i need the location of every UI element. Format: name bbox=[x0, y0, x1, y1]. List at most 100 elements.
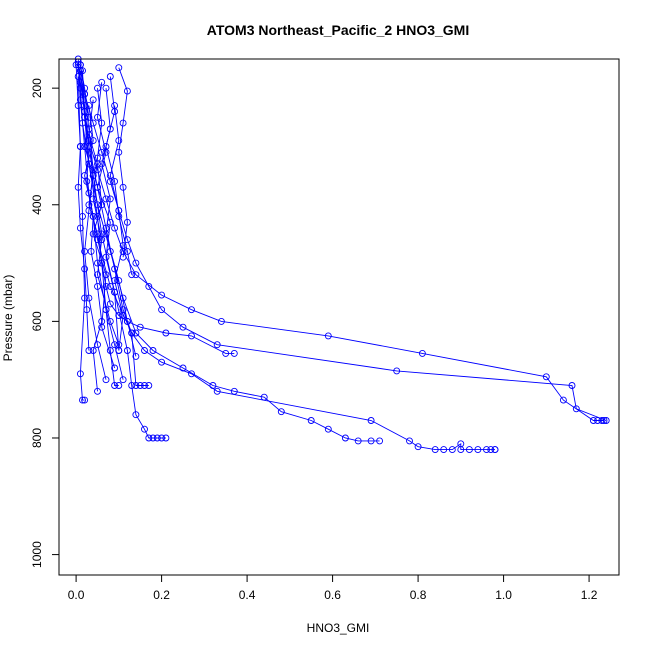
data-point bbox=[81, 294, 89, 302]
series-16 bbox=[72, 61, 93, 354]
data-point bbox=[98, 78, 106, 86]
data-point bbox=[94, 160, 101, 168]
data-point bbox=[83, 306, 91, 314]
data-point bbox=[115, 382, 123, 389]
series-line bbox=[79, 64, 607, 421]
data-point bbox=[376, 437, 384, 445]
data-point bbox=[76, 143, 84, 150]
data-point bbox=[94, 387, 101, 395]
data-point bbox=[74, 183, 82, 191]
data-point bbox=[123, 247, 131, 255]
data-point bbox=[94, 84, 101, 92]
data-point bbox=[431, 446, 439, 454]
series-line bbox=[79, 70, 495, 451]
data-point bbox=[76, 224, 84, 232]
data-point bbox=[102, 230, 110, 238]
data-point bbox=[188, 332, 195, 340]
series-line bbox=[118, 67, 128, 258]
data-point bbox=[79, 67, 86, 75]
data-point bbox=[119, 312, 127, 319]
data-point bbox=[153, 434, 161, 442]
x-tick-label: 0.6 bbox=[324, 588, 341, 602]
data-point bbox=[141, 382, 148, 389]
data-point bbox=[136, 382, 144, 389]
data-point bbox=[98, 317, 106, 325]
data-point bbox=[559, 396, 567, 404]
data-point bbox=[85, 102, 93, 110]
data-point bbox=[132, 352, 140, 360]
data-point bbox=[568, 382, 576, 389]
series-19 bbox=[81, 108, 106, 395]
data-point bbox=[474, 446, 482, 454]
data-point bbox=[483, 446, 490, 454]
data-point bbox=[81, 108, 89, 115]
data-point bbox=[162, 434, 170, 442]
series-line bbox=[109, 105, 124, 351]
data-point bbox=[277, 408, 285, 416]
data-point bbox=[115, 277, 123, 285]
data-point bbox=[89, 347, 97, 354]
data-point bbox=[542, 373, 550, 381]
plot-frame bbox=[58, 58, 620, 576]
series-line bbox=[84, 111, 103, 392]
data-point bbox=[179, 323, 187, 331]
series-line bbox=[97, 82, 120, 351]
data-point bbox=[111, 382, 119, 389]
data-point bbox=[136, 323, 144, 331]
data-point bbox=[132, 329, 140, 337]
series-line bbox=[75, 64, 90, 351]
data-point bbox=[106, 73, 114, 80]
data-point bbox=[324, 425, 332, 433]
data-point bbox=[102, 148, 110, 156]
data-point bbox=[115, 347, 123, 354]
data-point bbox=[76, 370, 84, 378]
x-tick-label: 0.8 bbox=[410, 588, 427, 602]
y-tick-label: 600 bbox=[30, 311, 44, 331]
data-point bbox=[128, 382, 136, 389]
data-point bbox=[94, 236, 101, 244]
data-point bbox=[72, 61, 80, 69]
y-axis-label: Pressure (mbar) bbox=[1, 275, 15, 362]
data-point bbox=[106, 195, 114, 203]
data-point bbox=[158, 358, 166, 366]
data-point bbox=[158, 291, 166, 299]
data-point bbox=[102, 271, 110, 279]
data-point bbox=[119, 183, 127, 191]
data-point bbox=[572, 405, 580, 413]
y-tick-label: 400 bbox=[30, 194, 44, 214]
data-point bbox=[74, 102, 82, 110]
data-point bbox=[188, 306, 195, 314]
data-point bbox=[213, 387, 221, 395]
data-point bbox=[74, 61, 82, 69]
x-tick-label: 1.0 bbox=[495, 588, 512, 602]
data-point bbox=[115, 137, 123, 145]
chart-title: ATOM3 Northeast_Pacific_2 HNO3_GMI bbox=[207, 22, 469, 38]
data-point bbox=[188, 370, 195, 378]
data-point bbox=[145, 282, 153, 290]
data-point bbox=[141, 347, 148, 354]
data-point bbox=[85, 131, 93, 139]
data-point bbox=[81, 265, 89, 273]
data-point bbox=[491, 446, 499, 454]
data-point bbox=[102, 253, 110, 261]
data-point bbox=[81, 172, 89, 180]
data-point bbox=[111, 224, 119, 232]
data-point bbox=[145, 434, 153, 442]
series-line bbox=[105, 76, 133, 275]
data-point bbox=[324, 332, 332, 340]
data-point bbox=[102, 376, 110, 384]
data-point bbox=[123, 317, 131, 325]
data-point bbox=[123, 218, 131, 226]
data-point bbox=[111, 102, 119, 110]
x-axis-label: HNO3_GMI bbox=[307, 621, 370, 635]
data-point bbox=[123, 347, 131, 354]
data-point bbox=[465, 446, 473, 454]
data-point bbox=[145, 382, 153, 389]
data-point bbox=[81, 90, 89, 98]
data-point bbox=[600, 417, 608, 424]
data-point bbox=[81, 396, 89, 404]
data-point bbox=[119, 376, 127, 384]
data-point bbox=[341, 434, 349, 442]
